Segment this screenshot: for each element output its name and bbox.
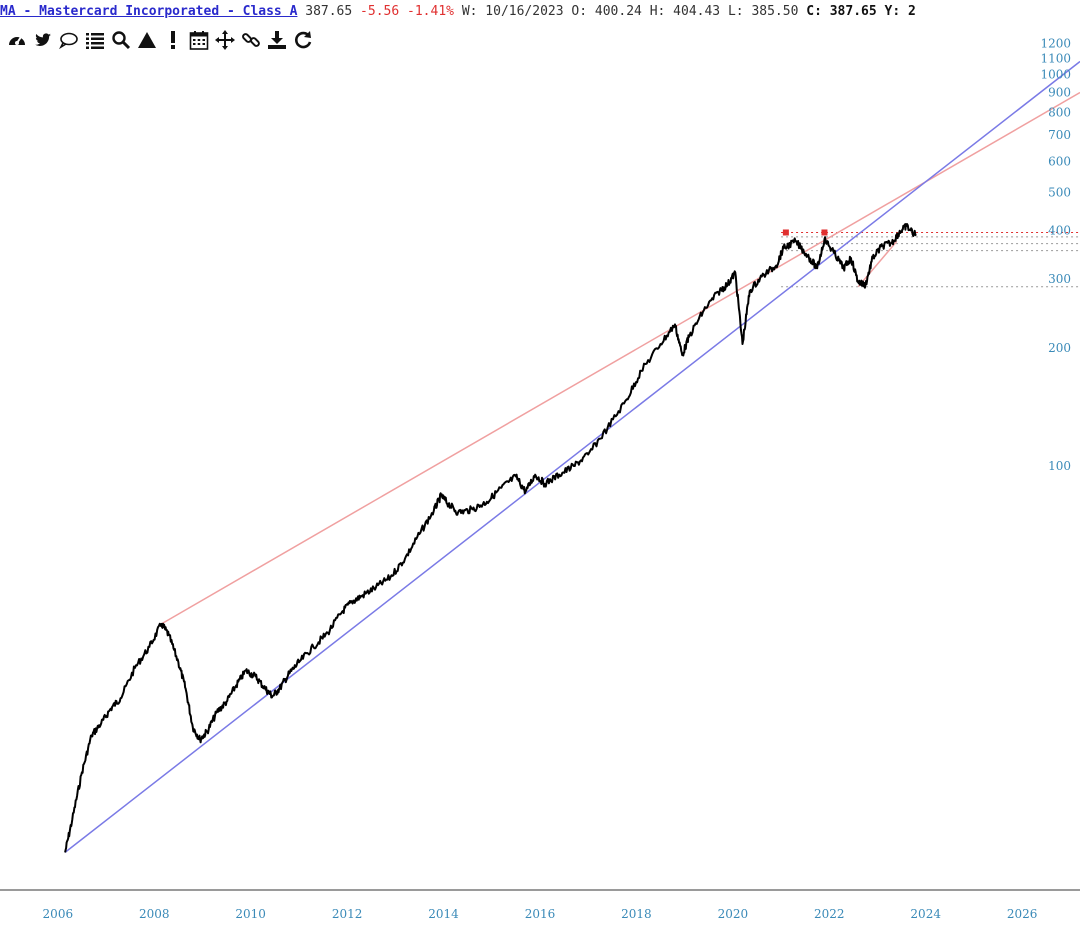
open-value: 400.24 [594,4,642,19]
comment-icon[interactable] [58,29,80,51]
y-tick-label: 300 [1048,272,1071,286]
x-tick-label: 2012 [332,907,363,921]
high-label: H: [649,4,666,19]
trailing-label: Y: 2 [884,4,916,19]
dashboard-icon[interactable] [6,29,28,51]
price-change: -5.56 [360,4,400,19]
y-tick-label: 600 [1048,154,1071,168]
trendlines [64,60,1080,853]
short-term-trendline [857,240,898,288]
link-icon[interactable] [240,29,262,51]
search-icon[interactable] [110,29,132,51]
week-label: W: [461,4,478,19]
y-tick-label: 1000 [1040,68,1071,82]
low-label: L: [727,4,744,19]
y-tick-label: 1200 [1040,37,1071,51]
chart-toolbar [6,28,314,52]
x-tick-label: 2020 [718,907,749,921]
price-line [64,223,917,853]
x-tick-label: 2006 [43,907,74,921]
x-tick-label: 2010 [235,907,266,921]
triangle-icon[interactable] [136,29,158,51]
x-axis: 2006 2008 2010 2012 2014 2016 2018 2020 2022 2024… [43,907,1038,921]
close-value: 387.65 [829,4,877,19]
y-tick-label: 800 [1048,106,1071,120]
y-tick-label: 900 [1048,86,1071,100]
list-icon[interactable] [84,29,106,51]
high-marker-0 [782,229,789,236]
y-tick-label: 700 [1048,128,1071,142]
y-tick-label: 400 [1048,223,1071,237]
high-markers [782,229,828,236]
refresh-icon[interactable] [292,29,314,51]
price-change-pct: -1.41% [407,4,454,19]
high-marker-1 [821,229,828,236]
quote-date: 10/16/2023 [485,4,564,19]
high-value: 404.43 [673,4,721,19]
close-label: C: [806,4,822,19]
x-tick-label: 2016 [525,907,556,921]
x-tick-label: 2014 [428,907,459,921]
open-label: O: [571,4,588,19]
download-icon[interactable] [266,29,288,51]
symbol-title-link[interactable]: MA - Mastercard Incorporated - Class A [0,4,298,19]
y-tick-label: 1100 [1040,51,1071,65]
x-tick-label: 2022 [814,907,845,921]
x-tick-label: 2018 [621,907,652,921]
x-tick-label: 2008 [139,907,170,921]
price-series [64,223,917,853]
quote-header: MA - Mastercard Incorporated - Class A 3… [0,3,1080,21]
y-tick-label: 200 [1048,341,1071,355]
y-tick-label: 100 [1048,459,1071,473]
exclamation-icon[interactable] [162,29,184,51]
twitter-icon[interactable] [32,29,54,51]
last-price: 387.65 [305,4,353,19]
support-trendline [64,60,1080,853]
x-tick-label: 2024 [910,907,941,921]
low-value: 385.50 [751,4,799,19]
resistance-trendline [161,91,1080,625]
calendar-icon[interactable] [188,29,210,51]
x-tick-label: 2026 [1007,907,1038,921]
y-tick-label: 500 [1048,185,1071,199]
move-icon[interactable] [214,29,236,51]
